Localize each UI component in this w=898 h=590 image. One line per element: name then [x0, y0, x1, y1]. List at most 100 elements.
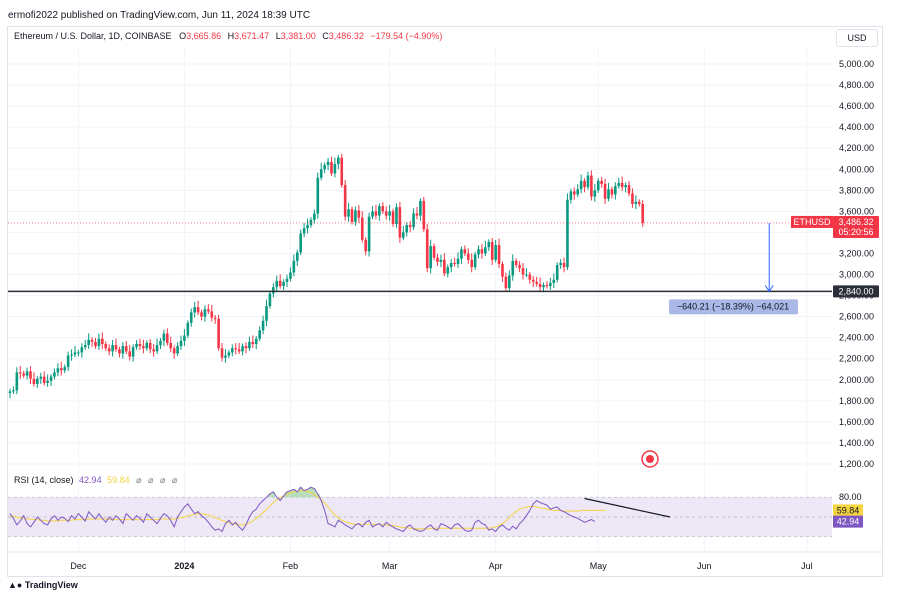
rsi-trendline: [584, 497, 671, 518]
candle-body: [381, 206, 385, 212]
candle-body: [210, 311, 214, 318]
candle-body: [432, 246, 436, 258]
candle-body: [295, 252, 299, 261]
candle-body: [398, 207, 402, 238]
candle-body: [73, 352, 77, 355]
candle-body: [207, 309, 210, 312]
rsi-settings-icons[interactable]: ⌀ ⌀ ⌀ ⌀: [136, 475, 180, 485]
candle-body: [77, 352, 80, 354]
candle-body: [569, 191, 573, 200]
time-tick-label: Mar: [382, 561, 398, 571]
price-tick-label: 1,400.00: [839, 438, 874, 448]
rsi-title: RSI (14, close): [14, 475, 74, 485]
candle-body: [299, 233, 302, 253]
candle-body: [169, 342, 173, 349]
candle-body: [186, 322, 190, 336]
candle-body: [128, 351, 131, 357]
candle-body: [617, 182, 621, 187]
candle-body: [268, 293, 272, 307]
support-tag-bg: [833, 285, 879, 298]
candle-body: [391, 211, 395, 224]
candle-body: [596, 180, 600, 191]
high-value: 3,671.47: [234, 31, 270, 41]
candle-body: [436, 257, 439, 262]
candle-body: [172, 348, 176, 354]
candle-body: [316, 177, 320, 214]
candles: [8, 153, 644, 399]
rsi-background: [8, 496, 883, 553]
candle-body: [480, 249, 484, 254]
price-tick-label: 2,600.00: [839, 312, 874, 322]
currency-button[interactable]: USD: [836, 29, 878, 47]
candle-body: [419, 200, 422, 216]
candle-body: [196, 307, 200, 313]
price-tick-label: 4,000.00: [839, 164, 874, 174]
candle-body: [162, 333, 166, 341]
candle-body: [261, 320, 265, 331]
candle-body: [289, 272, 292, 279]
candle-body: [583, 180, 586, 188]
rsi-upper-label: 80.00: [839, 492, 862, 502]
candle-body: [412, 213, 415, 228]
candle-body: [306, 225, 309, 229]
close-value: 3,486.32: [328, 31, 364, 41]
candle-body: [220, 348, 224, 358]
candle-body: [350, 209, 354, 222]
rsi-tag-label: 42.94: [837, 517, 860, 527]
candle-body: [405, 225, 409, 233]
candle-body: [343, 185, 347, 217]
price-tick-label: 4,400.00: [839, 122, 874, 132]
candle-body: [176, 346, 179, 354]
time-tick-label: Apr: [489, 561, 503, 571]
candle-body: [42, 376, 46, 383]
candle-body: [528, 274, 532, 280]
candle-body: [66, 355, 70, 368]
candle-body: [227, 352, 231, 356]
symbol-name: Ethereum / U.S. Dollar, 1D, COINBASE: [14, 31, 172, 41]
price-tick-label: 1,600.00: [839, 417, 874, 427]
candle-body: [101, 338, 104, 344]
candle-body: [408, 225, 412, 228]
candle-body: [514, 260, 518, 266]
candle-body: [590, 175, 593, 197]
rsi-tag-bg: [833, 515, 863, 528]
candle-body: [576, 189, 580, 195]
close-label: C: [322, 31, 329, 41]
chart-frame: [7, 26, 883, 577]
candle-body: [607, 189, 610, 199]
candle-body: [183, 335, 186, 341]
candle-body: [29, 371, 32, 379]
candle-body: [319, 169, 323, 178]
candle-body: [189, 312, 193, 323]
candle-body: [439, 259, 443, 262]
candle-body: [234, 348, 238, 350]
candle-body: [542, 285, 545, 288]
candle-body: [508, 275, 511, 289]
candle-body: [97, 338, 101, 347]
candle-body: [333, 164, 337, 174]
price-tag-value: 3,486.32: [838, 217, 873, 227]
candle-body: [415, 213, 419, 216]
open-value: 3,665.86: [186, 31, 222, 41]
candle-body: [275, 280, 279, 288]
candle-body: [357, 210, 361, 218]
candle-body: [278, 280, 282, 287]
price-tag-bg: [833, 215, 879, 238]
candle-body: [395, 207, 398, 224]
candle-body: [12, 390, 15, 392]
candle-body: [32, 378, 36, 384]
candle-body: [466, 253, 470, 260]
candle-body: [200, 312, 203, 317]
time-axis: Dec2024FebMarAprMayJunJulAug: [70, 561, 812, 571]
candle-body: [152, 349, 155, 352]
candle-body: [497, 245, 501, 264]
price-tick-label: 2,200.00: [839, 354, 874, 364]
candle-body: [224, 355, 227, 358]
candle-body: [18, 372, 22, 374]
symbol-legend[interactable]: Ethereum / U.S. Dollar, 1D, COINBASE O3,…: [14, 31, 446, 41]
rsi-legend[interactable]: RSI (14, close) 42.94 59.84 ⌀ ⌀ ⌀ ⌀: [14, 475, 179, 486]
candle-body: [285, 278, 289, 282]
candle-body: [111, 345, 114, 352]
rsi-ma-tag-bg: [833, 504, 863, 517]
